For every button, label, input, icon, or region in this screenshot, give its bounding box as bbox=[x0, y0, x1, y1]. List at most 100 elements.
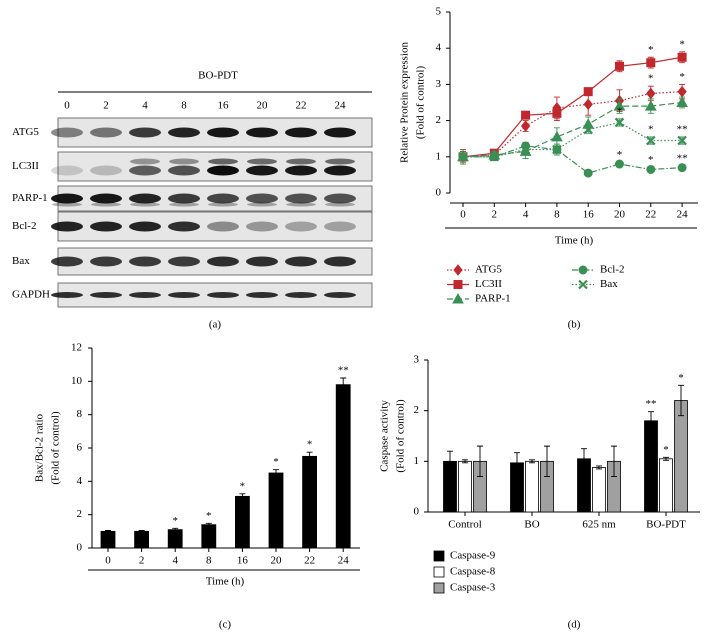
marker bbox=[578, 279, 588, 290]
marker bbox=[677, 135, 687, 146]
x-tick-label: 8 bbox=[206, 555, 212, 567]
x-tick-label: 22 bbox=[304, 555, 315, 567]
marker bbox=[646, 58, 656, 68]
treatment-label: BO-PDT bbox=[198, 70, 238, 82]
y-tick-label: 4 bbox=[436, 42, 442, 54]
blot-band bbox=[168, 165, 200, 176]
x-tick-label: 16 bbox=[583, 209, 595, 221]
significance-label: ** bbox=[677, 123, 688, 135]
significance-label: ** bbox=[338, 365, 349, 377]
x-tick-label: 22 bbox=[645, 209, 656, 221]
error-bar bbox=[138, 530, 145, 533]
marker bbox=[615, 61, 624, 71]
bar bbox=[268, 472, 284, 549]
bar bbox=[201, 524, 217, 549]
blot-band bbox=[129, 193, 161, 204]
blot-row-label: Bcl-2 bbox=[12, 220, 36, 232]
x-tick-label: 16 bbox=[237, 555, 249, 567]
marker bbox=[458, 152, 468, 162]
y-tick-label: 3 bbox=[414, 354, 420, 366]
blot-band bbox=[325, 158, 355, 165]
x-axis-title: Time (h) bbox=[555, 235, 594, 247]
blot-band bbox=[286, 202, 316, 207]
lane-label: 2 bbox=[103, 100, 109, 112]
x-tick-label: Control bbox=[448, 519, 482, 531]
blot-row-label: Bax bbox=[12, 255, 30, 267]
significance-label: * bbox=[617, 105, 623, 117]
marker bbox=[489, 152, 500, 162]
error-bar bbox=[596, 465, 602, 470]
error-bar bbox=[663, 456, 669, 461]
bar bbox=[302, 455, 318, 549]
significance-label: ** bbox=[646, 398, 657, 410]
y-tick-label: 5 bbox=[436, 6, 442, 18]
blot-band bbox=[324, 127, 356, 138]
x-tick-label: 24 bbox=[677, 209, 689, 221]
blot-band bbox=[247, 202, 277, 207]
x-tick-label: 8 bbox=[554, 209, 560, 221]
x-tick-label: 20 bbox=[271, 555, 283, 567]
blot-band bbox=[285, 256, 317, 267]
x-tick-label: BO-PDT bbox=[646, 519, 686, 531]
lane-label: 24 bbox=[335, 100, 347, 112]
blot-band bbox=[207, 256, 239, 267]
lane-label: 16 bbox=[218, 100, 230, 112]
blot-band bbox=[285, 127, 317, 138]
marker bbox=[520, 144, 531, 155]
marker bbox=[644, 100, 657, 111]
x-tick-label: 2 bbox=[492, 209, 498, 221]
blot-row-label: ATG5 bbox=[12, 126, 39, 138]
series-line bbox=[463, 145, 683, 174]
blot-band bbox=[168, 127, 200, 138]
blot-band bbox=[247, 158, 277, 165]
blot-band bbox=[246, 292, 278, 298]
error-bar bbox=[514, 452, 520, 474]
error-bar bbox=[105, 530, 111, 533]
y-tick-label: 1 bbox=[436, 150, 442, 162]
marker bbox=[677, 85, 687, 98]
y-tick-label: 1 bbox=[414, 455, 420, 467]
marker bbox=[676, 96, 688, 107]
x-tick-label: BO bbox=[524, 519, 539, 531]
blot-band bbox=[325, 202, 355, 207]
error-bar bbox=[611, 445, 617, 477]
marker bbox=[578, 265, 588, 275]
bar bbox=[134, 530, 150, 549]
x-tick-label: 4 bbox=[172, 555, 178, 567]
error-bar bbox=[678, 384, 684, 417]
y-tick-label: 4 bbox=[77, 475, 83, 487]
significance-label: * bbox=[617, 149, 623, 161]
blot-band bbox=[129, 165, 161, 176]
y-axis-title: (Fold of control) bbox=[415, 66, 427, 140]
error-bar bbox=[462, 459, 468, 464]
blot-band bbox=[52, 202, 82, 207]
panel-label: (b) bbox=[568, 319, 581, 331]
significance-label: * bbox=[678, 372, 684, 384]
x-tick-label: 20 bbox=[614, 209, 626, 221]
blot-band bbox=[207, 165, 239, 176]
significance-label: * bbox=[206, 510, 212, 522]
series-line bbox=[463, 121, 683, 158]
blot-band bbox=[90, 193, 122, 204]
x-tick-label: 2 bbox=[139, 555, 145, 567]
panel-label: (c) bbox=[219, 619, 232, 631]
blot-band bbox=[285, 165, 317, 176]
error-bar bbox=[239, 493, 246, 500]
blot-band bbox=[168, 193, 200, 204]
legend-label: Caspase-3 bbox=[450, 582, 496, 594]
blot-band bbox=[90, 165, 122, 176]
error-bar bbox=[581, 448, 587, 470]
marker bbox=[677, 52, 687, 62]
legend-swatch bbox=[433, 550, 445, 562]
legend-label: Caspase-9 bbox=[450, 550, 496, 562]
blot-band bbox=[129, 292, 161, 298]
legend-label: PARP-1 bbox=[475, 293, 511, 305]
blot-band bbox=[51, 193, 83, 204]
y-tick-label: 3 bbox=[436, 78, 442, 90]
y-tick-label: 8 bbox=[77, 408, 83, 420]
legend-swatch bbox=[433, 566, 445, 578]
marker bbox=[520, 120, 531, 132]
blot-band bbox=[90, 221, 122, 232]
